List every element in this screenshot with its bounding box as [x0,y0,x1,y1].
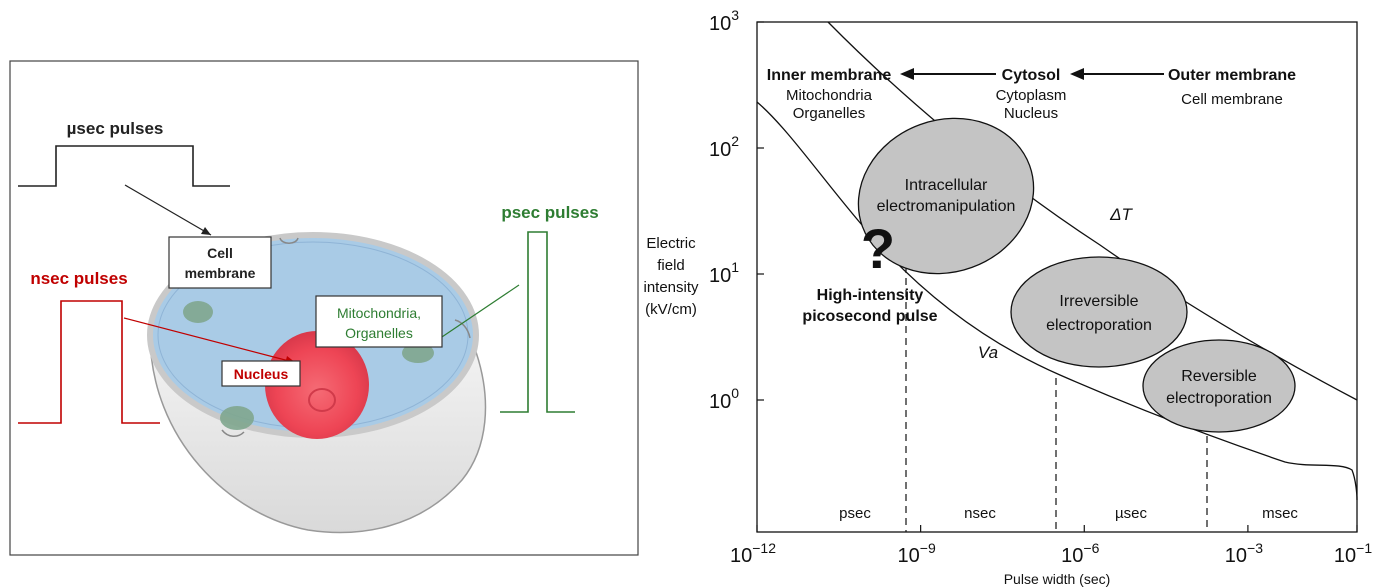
nucleus-label-box [221,360,301,387]
y-axis-label-line: intensity [643,279,699,296]
ellipse-intracellular-line2: electromanipulation [877,198,1016,215]
high-intensity-label-line2: picosecond pulse [802,308,937,325]
psec-pulse-waveform [500,231,575,413]
organelle-3 [402,343,434,363]
nucleolus [308,388,336,412]
regime-label-0: psec [839,505,871,522]
ellipse-reversible-line2: electroporation [1166,390,1272,407]
cell-membrane-label-line2: membrane [185,265,256,281]
question-mark: ? [861,217,895,280]
nucleus-shape [265,331,369,439]
x-tick-label: 10−12 [730,540,776,567]
psec-pulse-label: psec pulses [501,203,598,222]
membrane-notch-bottom [221,429,245,437]
usec-pulse-waveform [18,145,230,187]
cytosol-sub1: Cytoplasm [996,87,1067,104]
cell-membrane-label-box [168,236,272,289]
va-label: Va [978,343,998,362]
mitochondria-label-line1: Mitochondria, [337,305,421,321]
usec-pulse-label: µsec pulses [67,119,164,138]
x-tick-label: 10−9 [898,540,936,567]
ellipse-intracellular-line1: Intracellular [905,177,988,194]
organelle-1 [183,301,213,323]
organelle-2 [220,406,254,430]
mitochondria-label-box [315,295,443,348]
plot-frame [756,21,1358,533]
ellipse-irreversible [1010,256,1188,368]
x-tick-label: 10−6 [1061,540,1099,567]
inner-membrane-sub2: Organelles [793,105,866,122]
y-axis-label-line: field [657,257,685,274]
inner-membrane-sub1: Mitochondria [786,87,873,104]
lower-curve-va [756,101,1358,501]
ellipse-reversible-line1: Reversible [1181,368,1257,385]
membrane-notch-top [279,237,299,244]
cell-membrane-label-line1: Cell [207,245,233,261]
regime-label-3: msec [1262,505,1298,522]
nsec-arrow-line [123,317,294,363]
y-tick-label: 102 [709,133,739,161]
membrane-notch-right [454,319,471,339]
cytosol-title: Cytosol [1002,67,1061,84]
x-tick-label: 10−3 [1225,540,1263,567]
ellipse-intracellular [857,117,1035,275]
nsec-pulse-waveform [18,300,160,424]
outer-membrane-sub1: Cell membrane [1181,91,1283,108]
usec-arrow-line [124,184,212,236]
psec-arrow-line [432,284,520,344]
outer-membrane-title: Outer membrane [1168,67,1296,84]
regime-label-1: nsec [964,505,996,522]
regime-label-2: µsec [1115,505,1147,522]
usec-arrow-head [201,227,211,235]
mitochondria-label-line2: Organelles [345,325,413,341]
y-tick-label: 101 [709,259,739,287]
delta-t-label: ΔT [1109,205,1133,224]
arrow-outer-to-cytosol-head [1070,68,1084,80]
high-intensity-label-line1: High-intensity [817,287,924,304]
x-tick-label: 10−1 [1334,540,1372,567]
nsec-pulse-label: nsec pulses [30,269,127,288]
y-axis-label: Electric field intensity (kV/cm) [643,235,699,318]
ellipse-irreversible-line1: Irreversible [1059,293,1138,310]
x-axis-label: Pulse width (sec) [1004,571,1111,587]
arrow-cytosol-to-inner-head [900,68,914,80]
y-axis-label-line: (kV/cm) [645,301,697,318]
ellipse-irreversible-line2: electroporation [1046,317,1152,334]
y-tick-label: 103 [709,7,739,35]
nucleus-label: Nucleus [234,366,289,382]
cytosol-sub2: Nucleus [1004,105,1058,122]
upper-curve-delta-t [827,21,1358,401]
inner-membrane-title: Inner membrane [767,67,892,84]
y-axis-label-line: Electric [646,235,696,252]
ellipse-reversible [1142,339,1296,433]
y-tick-label: 100 [709,385,739,413]
